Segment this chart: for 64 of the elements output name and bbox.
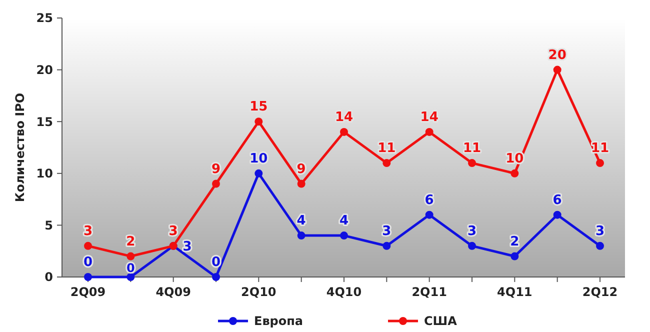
data-label: 6	[424, 192, 434, 208]
point	[596, 242, 604, 250]
data-label: 10	[250, 151, 268, 166]
point	[212, 273, 220, 281]
point	[468, 159, 476, 168]
x-tick-label: 2Q09	[70, 285, 106, 299]
point	[297, 180, 306, 188]
x-tick-label: 2Q11	[412, 285, 447, 299]
point	[297, 232, 306, 240]
data-label: 11	[378, 141, 396, 156]
point	[510, 252, 519, 260]
y-tick-label: 25	[36, 11, 53, 26]
x-tick-label: 2Q10	[241, 285, 276, 299]
data-label: 3	[182, 239, 192, 254]
y-tick-label: 10	[36, 166, 53, 181]
point	[126, 273, 135, 281]
data-label: 9	[211, 162, 221, 177]
y-tick-label: 5	[44, 218, 53, 232]
data-label: 4	[339, 214, 349, 229]
legend-label: Европа	[254, 314, 304, 328]
data-label: 3	[382, 224, 392, 239]
data-label: 14	[420, 110, 438, 125]
point	[126, 252, 135, 260]
point	[596, 159, 604, 168]
x-tick-label: 4Q11	[497, 285, 532, 299]
point	[340, 128, 348, 136]
data-label: 3	[83, 224, 93, 239]
point	[340, 232, 348, 240]
point	[382, 242, 391, 250]
point	[468, 242, 476, 250]
data-label: 0	[126, 261, 135, 275]
data-label: 9	[296, 162, 306, 177]
point	[553, 210, 562, 219]
point	[510, 169, 519, 178]
point	[254, 169, 263, 178]
point	[84, 273, 92, 281]
x-tick-label: 4Q09	[156, 285, 191, 299]
data-label: 20	[548, 48, 566, 63]
point	[212, 180, 220, 188]
data-label: 0	[211, 255, 221, 270]
x-tick-label: 2Q12	[582, 285, 618, 299]
point	[425, 128, 434, 136]
x-tick-label: 4Q10	[326, 285, 362, 299]
y-tick-label: 15	[36, 114, 53, 129]
data-label: 15	[250, 100, 268, 115]
data-label: 3	[595, 224, 605, 239]
legend-label: США	[424, 314, 458, 328]
data-label: 3	[467, 224, 477, 239]
data-label: 0	[83, 255, 93, 270]
data-label: 11	[462, 141, 482, 156]
data-label: 2	[126, 234, 136, 250]
point	[382, 159, 391, 168]
data-label: 6	[552, 192, 562, 208]
point	[254, 118, 263, 126]
data-label: 3	[168, 224, 178, 239]
y-tick-label: 0	[44, 270, 53, 284]
y-axis-title: Количество IPO	[13, 92, 27, 202]
point	[553, 66, 562, 74]
data-label: 4	[296, 214, 306, 229]
point	[84, 242, 92, 250]
data-label: 14	[334, 110, 354, 125]
data-label: 2	[510, 234, 520, 250]
point	[425, 210, 434, 219]
y-tick-label: 20	[36, 63, 53, 77]
